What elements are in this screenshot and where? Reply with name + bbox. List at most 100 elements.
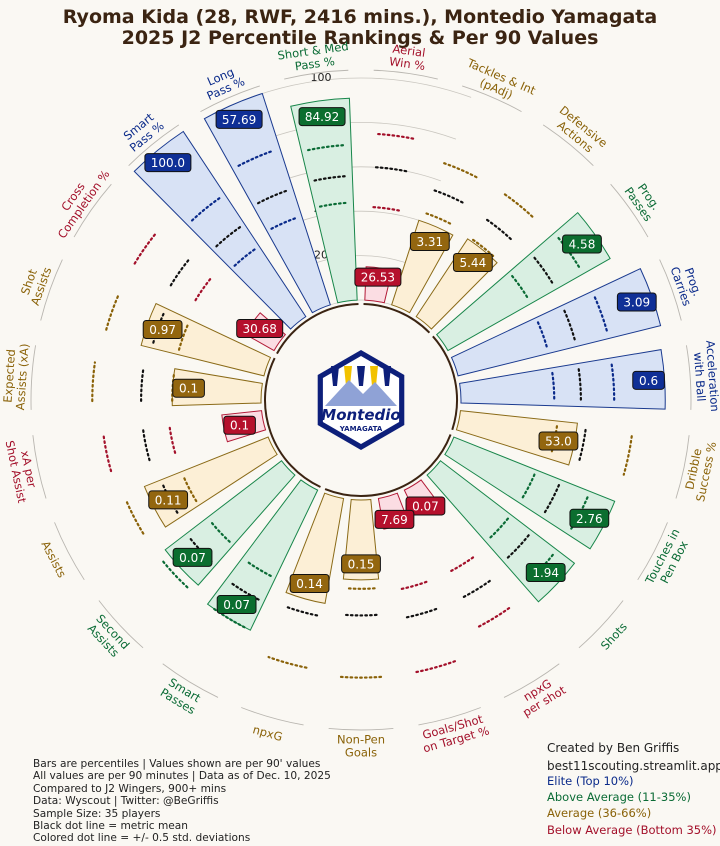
metric-label-line: Non-Pen [337,733,385,747]
value-box [374,509,415,529]
value-label: 3.09 [623,295,650,309]
dot-line [472,238,497,259]
value-label: 0.1 [230,419,249,433]
metric-label-line: Goals [345,746,377,760]
metric-label-line: Pass % [294,54,336,73]
r-tick-arc [250,77,472,98]
r-tick-label: 20 [314,249,328,262]
dot-line [543,483,561,514]
value-box [298,107,346,127]
outer-arc [162,663,219,698]
chart-title-line2: 2025 J2 Percentile Rankings & Per 90 Val… [121,27,599,49]
dot-line [577,368,582,402]
dot-line [168,424,177,454]
dot-line [577,428,587,464]
dot-line [233,247,257,267]
note-line: Data: Wyscout | Twitter: @BeGriffis [33,795,219,808]
dot-line [506,534,530,560]
group-arc [363,303,431,334]
legend: Elite (Top 10%) Above Average (11-35%) A… [547,773,717,838]
chart-notes: Bars are percentiles | Values shown are … [33,758,331,845]
dot-line [194,276,213,302]
bar-4 [450,267,662,377]
value-label: 0.11 [155,493,182,507]
chart-title-line1: Ryoma Kida (28, RWF, 2416 mins.), Monted… [62,6,658,28]
outer-arc [542,124,594,166]
bar-20 [133,130,307,330]
value-box [569,508,610,528]
dot-line [461,579,491,599]
r-tick-arc [281,166,441,182]
bar-21 [203,92,331,314]
logo-text: Montedio [321,406,400,424]
value-box [236,318,284,338]
value-box [538,431,579,451]
dot-line [237,149,275,167]
value-label: 2.76 [576,512,603,526]
metric-label-1: Tackles & Int(pAdj) [464,55,538,102]
value-box [341,554,381,574]
value-box [562,234,602,254]
value-label: 3.31 [416,235,443,249]
outer-arc [128,124,180,166]
r-tick-arc [311,255,411,265]
value-box [148,490,189,510]
dot-line [209,520,231,543]
outer-arc [30,345,37,410]
bar-22 [290,97,358,304]
dot-line [488,517,509,540]
dot-line [256,189,289,205]
dot-line [169,258,191,287]
metric-label-12: npxG [251,722,284,744]
value-box [289,573,330,593]
dot-line [215,226,242,248]
group-arc [324,434,452,497]
dot-line [593,296,609,334]
value-box [409,232,450,252]
legend-above-average: Above Average (11-35%) [547,790,691,805]
metric-label-line: Win % [388,54,426,73]
dot-line [285,605,319,617]
outer-arc [637,522,668,581]
dot-line [182,475,198,503]
outer-arc [54,522,85,581]
logo-stripe [331,366,339,386]
outer-arc [200,85,260,113]
outer-arc [328,727,394,731]
bar-6 [455,410,578,466]
metric-label-line: Aerial [392,42,427,60]
value-label: 0.07 [179,551,206,565]
group-arc [276,303,359,355]
dot-line [476,607,511,629]
credit-site: best11scouting.streamlit.app [547,759,720,773]
dot-line [267,655,308,669]
dot-line [211,607,246,629]
dot-line [503,193,535,219]
value-label: 100.0 [151,156,185,170]
dot-line [511,274,530,301]
dot-line [533,256,555,286]
dot-line [398,580,428,591]
value-label: 7.69 [381,513,408,527]
outer-arc [373,69,438,80]
logo-mountain [325,380,397,406]
metric-label-line: with Ball [691,352,708,402]
outer-arc [418,707,481,726]
metric-label-line: Expected [1,349,19,403]
outer-arc [675,435,690,499]
value-box [215,109,263,129]
dot-line [229,581,260,601]
dot-line [563,309,577,342]
value-box [172,547,213,567]
dot-line [610,363,616,403]
value-label: 1.94 [532,566,559,580]
dot-line [102,433,113,473]
value-label: 5.44 [459,256,486,270]
